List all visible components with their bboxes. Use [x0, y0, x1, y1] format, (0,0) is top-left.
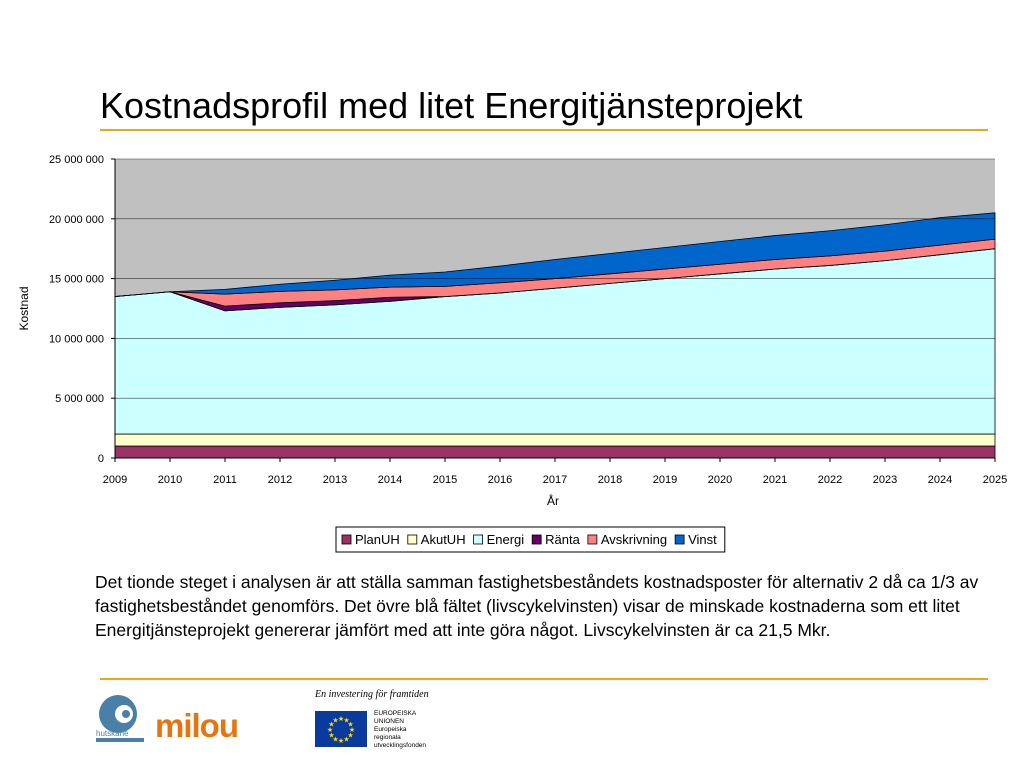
y-tick-label: 25 000 000 — [49, 154, 104, 166]
eu-star-icon: ★ — [338, 737, 344, 745]
eu-line: utvecklingsfonden — [374, 742, 427, 749]
x-tick-label: 2023 — [873, 474, 897, 486]
legend-item-ränta: Ränta — [545, 532, 580, 547]
legend-item-akutuh: AkutUH — [421, 532, 466, 547]
eu-star-icon: ★ — [347, 732, 353, 740]
eu-flag-icon: ★ ★ ★ ★ ★ ★ ★ ★ ★ ★ ★ ★ — [315, 711, 367, 747]
legend-swatch — [674, 534, 685, 545]
x-tick-label: 2020 — [708, 474, 732, 486]
x-tick-label: 2011 — [213, 474, 237, 486]
legend-swatch — [407, 534, 418, 545]
x-tick-label: 2021 — [763, 474, 787, 486]
x-tick-label: 2018 — [598, 474, 622, 486]
y-tick-label: 0 — [98, 453, 104, 465]
eu-line: EUROPEISKA — [374, 710, 417, 717]
x-tick-label: 2025 — [983, 474, 1007, 486]
eu-star-icon: ★ — [338, 715, 344, 723]
legend-item-planuh: PlanUH — [355, 532, 400, 547]
legend-item-energi: Energi — [487, 532, 525, 547]
x-tick-label: 2014 — [378, 474, 402, 486]
y-axis-label: Kostnad — [17, 286, 31, 330]
eu-star-icon: ★ — [347, 721, 353, 729]
eu-star-icon: ★ — [343, 736, 349, 744]
legend-swatch — [473, 534, 483, 545]
y-tick-label: 15 000 000 — [49, 274, 104, 286]
legend-swatch — [531, 534, 542, 545]
area-planuh — [114, 445, 996, 459]
x-tick-label: 2012 — [268, 474, 292, 486]
x-tick-label: 2019 — [653, 474, 677, 486]
hutskane-label: hutskåne — [96, 729, 129, 738]
legend-swatch — [587, 534, 598, 545]
stacked-area-chart: 0 5 000 000 10 000 000 15 000 000 20 000 000… — [17, 154, 1007, 553]
eu-star-icon: ★ — [328, 732, 334, 740]
x-tick-label: 2009 — [103, 474, 127, 486]
eu-star-icon: ★ — [328, 721, 334, 729]
footer-divider — [100, 678, 988, 680]
legend-box — [335, 526, 726, 553]
eu-star-icon: ★ — [327, 726, 333, 734]
x-tick-label: 2016 — [488, 474, 512, 486]
legend-item-avskrivning: Avskrivning — [601, 532, 667, 547]
legend: PlanUH AkutUH Energi Ränta Avskrivning Vinst — [335, 526, 726, 553]
y-tick-label: 5 000 000 — [55, 393, 104, 405]
x-tick-label: 2010 — [158, 474, 182, 486]
legend-item-vinst: Vinst — [688, 532, 717, 547]
x-tick-label: 2017 — [543, 474, 567, 486]
eu-star-icon: ★ — [349, 726, 355, 734]
eu-star-icon: ★ — [332, 716, 338, 724]
y-tick-label: 20 000 000 — [49, 214, 104, 226]
eu-star-icon: ★ — [343, 716, 349, 724]
milou-logo: milou — [155, 707, 239, 744]
legend-swatch — [341, 534, 352, 545]
slide-body-text: Det tionde steget i analysen är att stäl… — [95, 572, 979, 640]
eu-line: Europeiska — [374, 726, 407, 733]
x-axis-label: År — [547, 493, 559, 508]
x-tick-label: 2024 — [928, 474, 952, 486]
area-akutuh — [114, 433, 996, 447]
hutskane-logo: hutskåne — [96, 694, 144, 755]
x-tick-label: 2013 — [323, 474, 347, 486]
eu-line: UNIONEN — [374, 718, 404, 725]
eu-line: regionala — [374, 734, 401, 741]
eu-star-icon: ★ — [332, 736, 338, 744]
area-vinst — [114, 212, 996, 297]
x-tick-label: 2015 — [433, 474, 457, 486]
y-tick-label: 10 000 000 — [49, 333, 104, 345]
x-tick-label: 2022 — [818, 474, 842, 486]
title-divider — [100, 129, 988, 131]
eu-fund-text: EUROPEISKA UNIONEN Europeiska regionala … — [374, 710, 426, 750]
slide-title: Kostnadsprofil med litet Energitjänstepr… — [100, 85, 803, 126]
footer-tagline: En investering för framtiden — [315, 689, 429, 700]
